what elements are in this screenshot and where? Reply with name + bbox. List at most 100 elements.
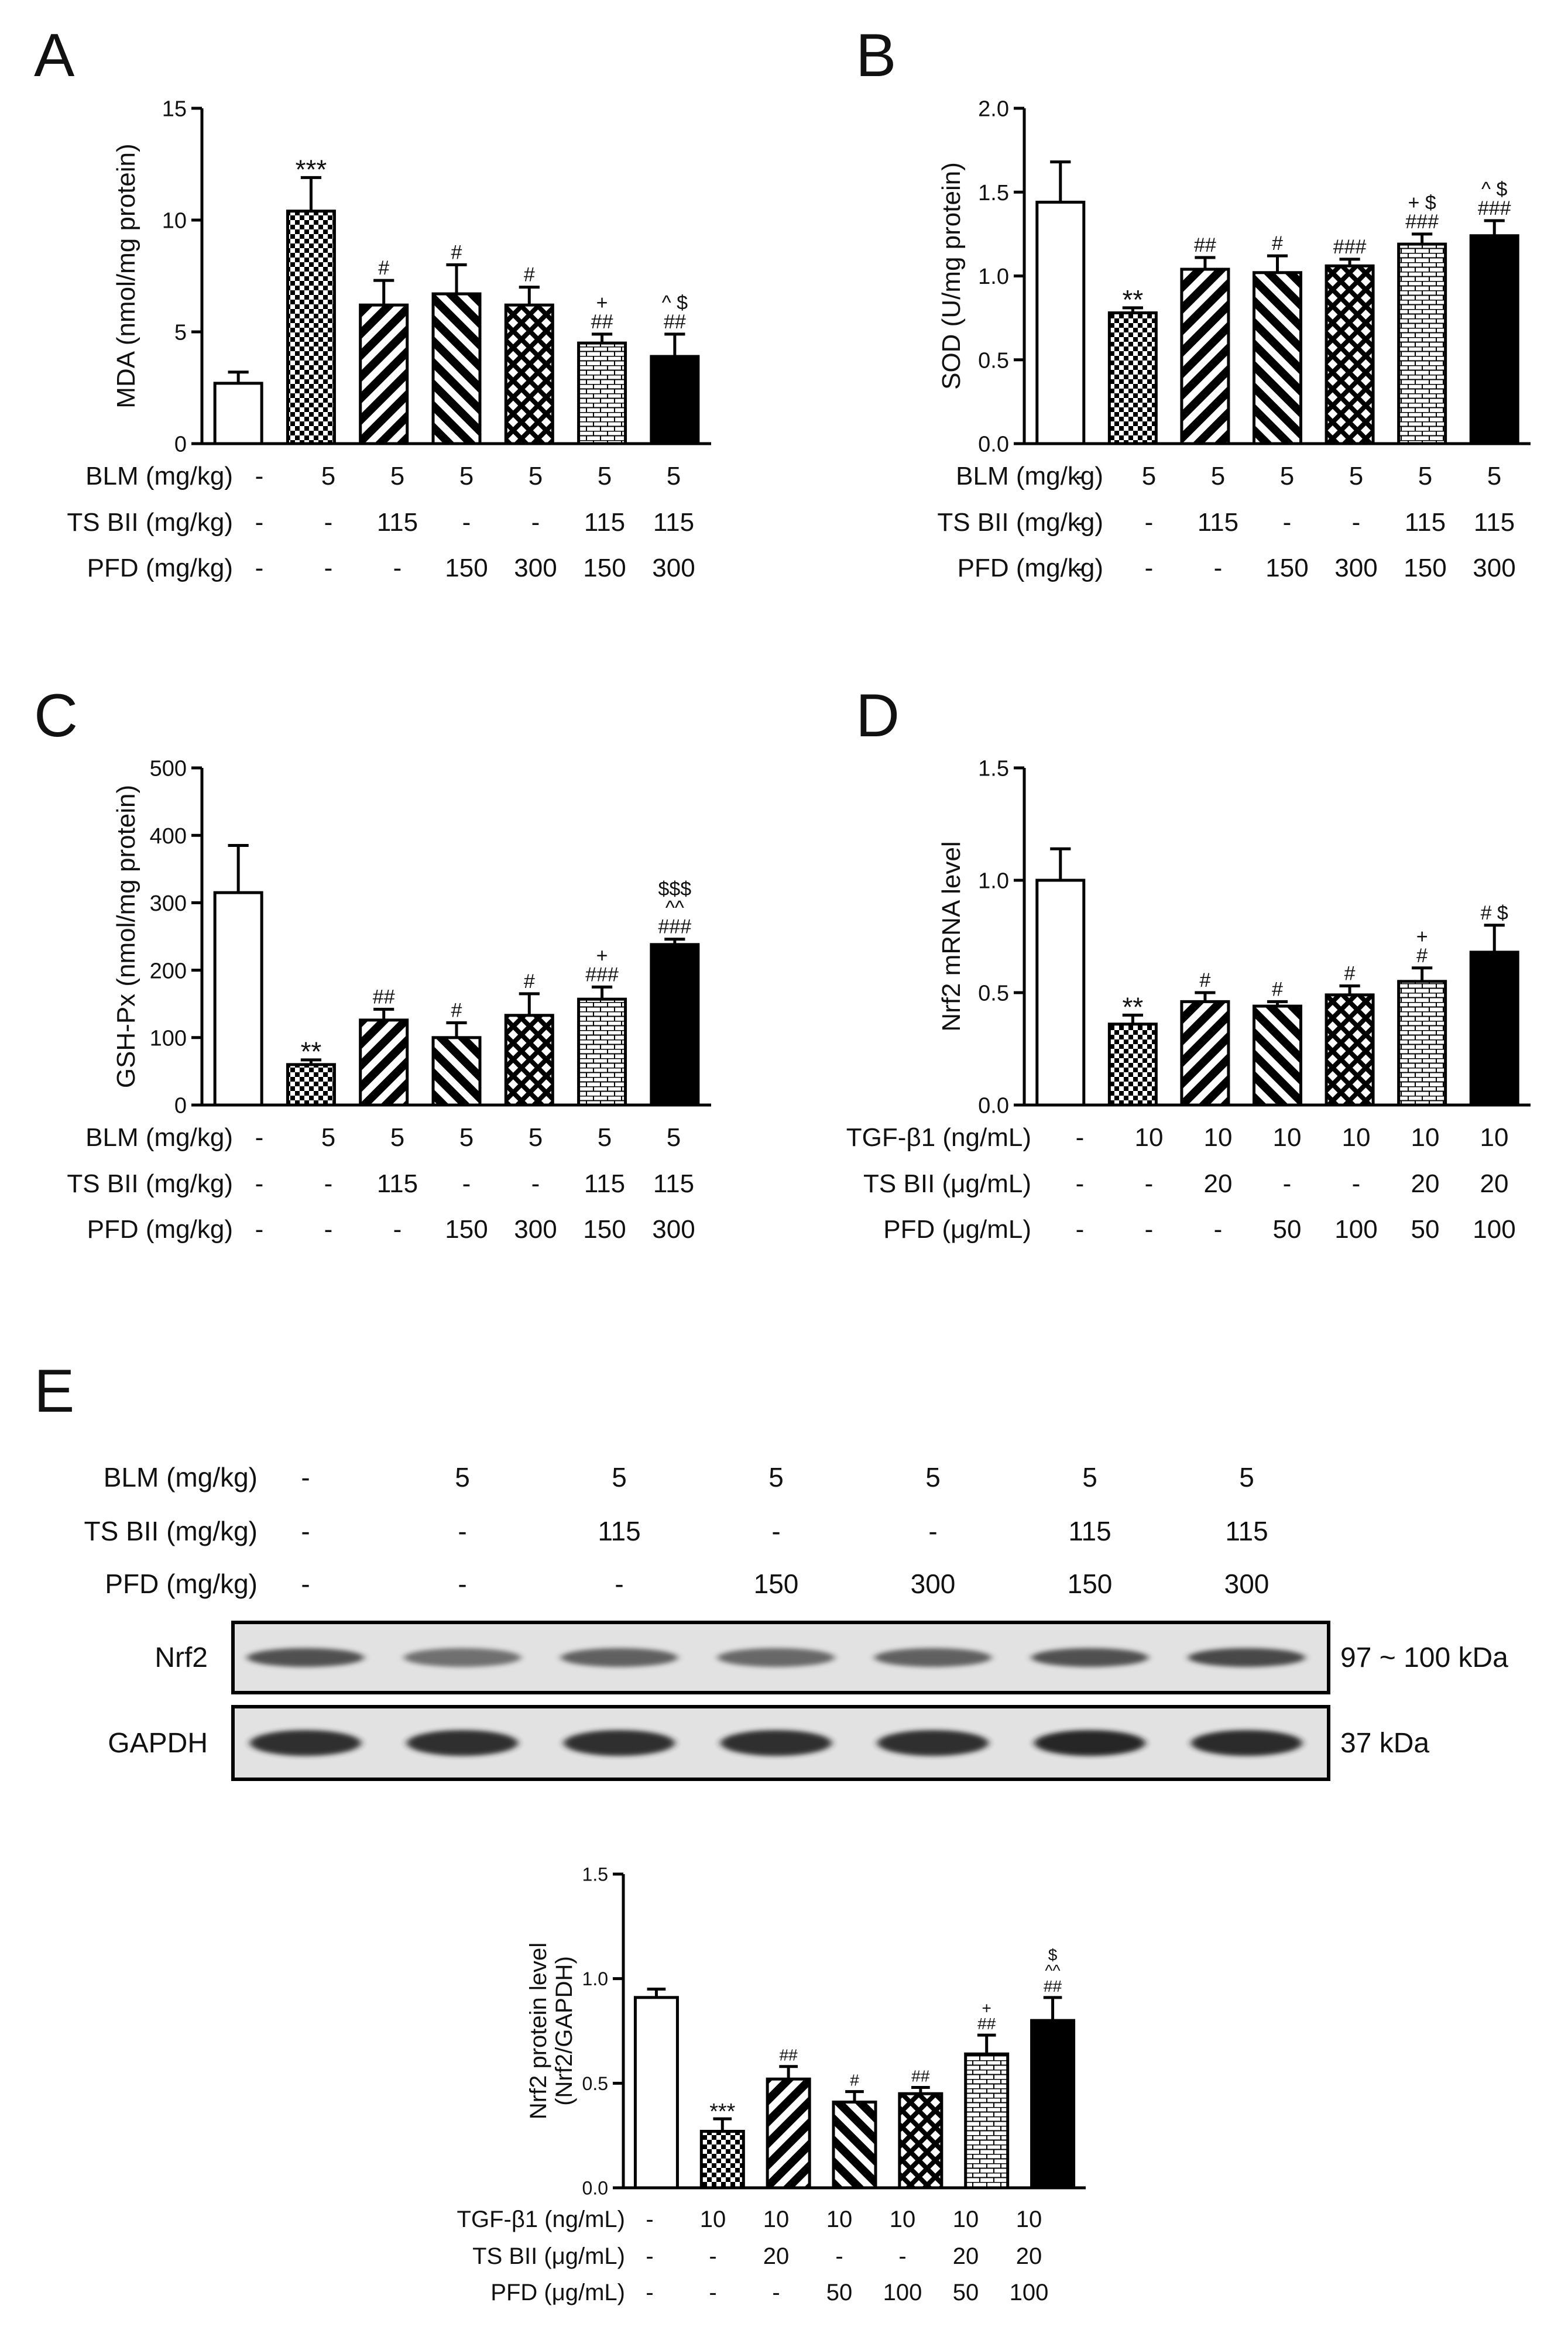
y-tick-label: 200 [150, 959, 187, 983]
treatment-row-value: 150 [445, 554, 488, 582]
bar [504, 303, 554, 445]
band-label: Nrf2 [155, 1642, 208, 1673]
treatment-row-value: - [324, 1215, 333, 1244]
significance-mark: # [524, 264, 535, 286]
band-size: 97 ~ 100 kDa [1340, 1642, 1508, 1673]
significance-mark: # [1199, 969, 1210, 991]
treatment-row-value: - [255, 554, 264, 582]
significance-mark: ## [1044, 1977, 1062, 1995]
treatment-row-value: - [646, 2207, 653, 2232]
treatment-row-value: 5 [1142, 462, 1156, 490]
significance-mark: ## [780, 2046, 798, 2064]
treatment-row-value: 10 [763, 2207, 790, 2232]
treatment-row-value: - [1076, 508, 1085, 537]
blot-row-value: - [771, 1516, 780, 1546]
blot-band [1031, 1648, 1148, 1667]
blot-row-value: 115 [598, 1516, 640, 1546]
bar [213, 382, 263, 445]
treatment-row-value: - [1076, 1123, 1085, 1152]
treatment-row-label: TGF-β1 (ng/mL) [846, 1123, 1031, 1152]
blot-row-value: - [615, 1569, 623, 1599]
treatment-row-value: 300 [514, 554, 557, 582]
western-blot: BLM (mg/kg) - 5 5 5 5 5 5 TS BII (mg/kg) - - 115 - - 1… [84, 1462, 1508, 1781]
significance-mark: + [982, 1999, 991, 2017]
treatment-row-value: 150 [583, 1215, 626, 1244]
significance-mark: ### [1333, 236, 1367, 258]
treatment-row-value: - [1076, 1169, 1085, 1198]
significance-mark: ** [1122, 284, 1143, 315]
treatment-row-value: 10 [1480, 1123, 1509, 1152]
blot-row-value: 5 [768, 1462, 784, 1492]
blot-row-value: 115 [1225, 1516, 1268, 1546]
bar [1325, 264, 1375, 445]
treatment-row-value: 5 [667, 462, 681, 490]
treatment-row-value: - [1283, 1169, 1292, 1198]
bar [699, 2130, 745, 2190]
bar [633, 1996, 679, 2190]
y-tick-label: 10 [162, 209, 187, 234]
significance-mark: # [451, 999, 462, 1021]
treatment-row-value: 100 [1010, 2280, 1049, 2305]
blot-band [247, 1648, 364, 1667]
blot-band [250, 1730, 361, 1756]
treatment-row-value: 50 [953, 2280, 979, 2305]
bar [359, 303, 409, 445]
bar [577, 997, 627, 1107]
treatment-row-value: 5 [598, 1123, 612, 1152]
treatment-row-value: - [835, 2243, 843, 2269]
blot-row-value: 300 [911, 1569, 956, 1599]
blot-row-label: PFD (mg/kg) [105, 1569, 258, 1599]
treatment-row-value: - [393, 554, 402, 582]
treatment-row-value: - [709, 2280, 716, 2305]
significance-mark: ** [1122, 991, 1143, 1022]
treatment-row-value: 300 [514, 1215, 557, 1244]
treatment-row-value: 100 [1334, 1215, 1377, 1244]
treatment-row-value: 10 [1016, 2207, 1042, 2232]
significance-mark: ## [911, 2067, 930, 2085]
treatment-row-value: 5 [598, 462, 612, 490]
blot-row-value: 5 [1239, 1462, 1254, 1492]
bar [1253, 1004, 1302, 1107]
significance-mark: + [1416, 925, 1428, 948]
treatment-row-value: 150 [1265, 554, 1308, 582]
bar [1180, 1000, 1230, 1107]
treatment-row-value: - [1076, 462, 1085, 490]
treatment-row-label: TS BII (μg/mL) [863, 1169, 1031, 1198]
treatment-row-value: - [462, 1169, 471, 1198]
bar [577, 341, 627, 445]
bar [431, 1036, 482, 1107]
significance-mark: *** [709, 2099, 735, 2124]
blot-row-value: - [458, 1516, 466, 1546]
treatment-row-label: BLM (mg/kg) [85, 462, 233, 490]
treatment-row-label: TS BII (mg/kg) [67, 1169, 233, 1198]
treatment-row-label: BLM (mg/kg) [85, 1123, 233, 1152]
treatment-row-value: 10 [890, 2207, 916, 2232]
treatment-row-label: PFD (μg/mL) [883, 1215, 1031, 1244]
y-tick-label: 400 [150, 824, 187, 849]
y-axis-label: Nrf2 protein level [526, 1943, 551, 2119]
significance-mark: # [1344, 962, 1356, 984]
treatment-row-value: 115 [377, 1169, 418, 1198]
treatment-row-value: 150 [445, 1215, 488, 1244]
bar [1107, 311, 1158, 445]
treatment-row-value: - [1145, 508, 1154, 537]
treatment-row-label: TS BII (mg/kg) [67, 508, 233, 537]
blot-band [1188, 1648, 1305, 1667]
treatment-row-value: 10 [826, 2207, 853, 2232]
treatment-row-value: 10 [1342, 1123, 1371, 1152]
treatment-row-value: - [324, 1169, 333, 1198]
blot-row-value: 115 [1068, 1516, 1111, 1546]
treatment-row-value: 5 [1487, 462, 1501, 490]
treatment-row-value: - [1283, 508, 1292, 537]
treatment-row-value: 5 [459, 1123, 474, 1152]
significance-mark: $ [1048, 1946, 1058, 1964]
bar [359, 1018, 409, 1107]
significance-mark: ^^ [665, 897, 684, 919]
treatment-row-value: 5 [1418, 462, 1432, 490]
treatment-row-value: 115 [584, 508, 625, 537]
significance-mark: # [524, 970, 535, 993]
significance-mark: ## [1194, 234, 1216, 256]
treatment-row-value: 5 [321, 1123, 335, 1152]
significance-mark: # [1272, 232, 1283, 255]
